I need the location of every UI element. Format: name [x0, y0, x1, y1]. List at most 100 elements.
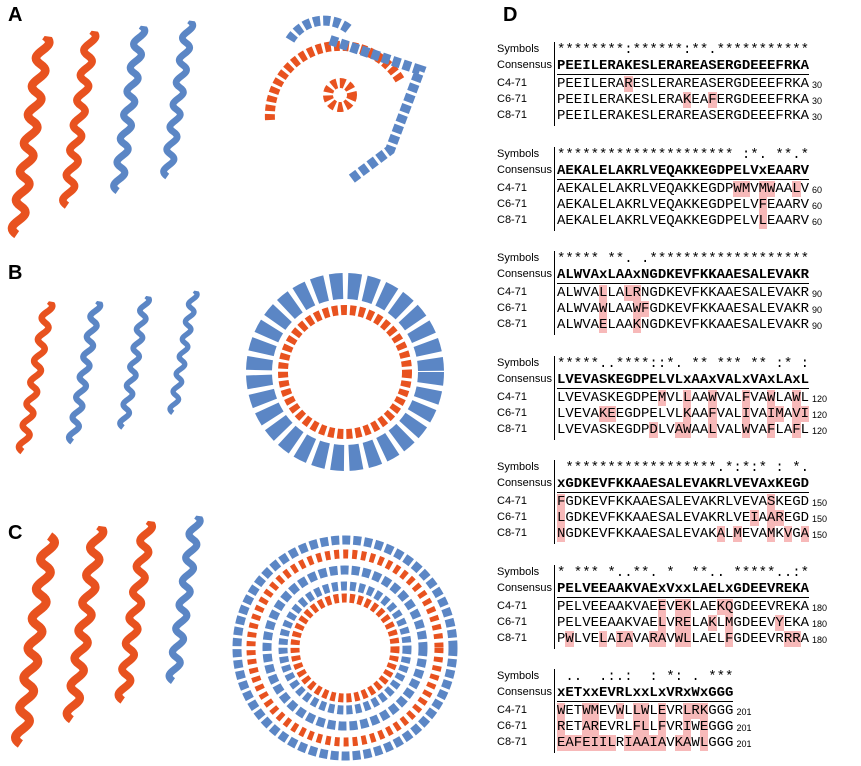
row-label: Symbols: [497, 566, 557, 578]
position-number: 120: [812, 394, 827, 404]
sequence: PELVEEAAKVAELVRELAKLMGDEEVYEKA: [557, 615, 809, 631]
row-label: C6-71: [497, 198, 557, 210]
row-label: C6-71: [497, 302, 557, 314]
row-label: Symbols: [497, 43, 557, 55]
position-number: 90: [812, 321, 822, 331]
position-number: 90: [812, 305, 822, 315]
sequence-row: PWLVELAIAVARAVWLLAELFGDEEVRRRA: [557, 631, 809, 647]
symbols: * *** *..**. * **.. *****..:*: [557, 565, 809, 581]
sequence: LVEVASKEGDPEMVLLAAWVALFVAWLAWL: [557, 390, 809, 406]
sequence: LVEVASKEGDPDLVAWAALVALWVAFLAFL: [557, 422, 809, 438]
position-number: 150: [812, 498, 827, 508]
position-number: 30: [812, 112, 822, 122]
row-label: C6-71: [497, 407, 557, 419]
position-number: 201: [736, 739, 751, 749]
row-label: C4-71: [497, 391, 557, 403]
position-number: 60: [812, 185, 822, 195]
row-label: C6-71: [497, 616, 557, 628]
sequence: WETWMEVWLLWLEVRLRKGGG: [557, 703, 733, 719]
position-number: 201: [736, 723, 751, 733]
panel-label: D: [503, 4, 517, 27]
structures: [0, 0, 490, 766]
sequence-row: NGDKEVFKKAAESALEVAKALMEVAMKVGA: [557, 526, 809, 542]
position-number: 90: [812, 289, 822, 299]
row-label: C6-71: [497, 511, 557, 523]
position-number: 120: [812, 426, 827, 436]
sequence-row: PELVEEAAKVAELVRELAKLMGDEEVYEKA: [557, 615, 809, 631]
row-label: C4-71: [497, 704, 557, 716]
panel-b-side: [18, 290, 197, 452]
row-label: Consensus: [497, 373, 557, 385]
sequence-row: RETAREVRLFLLFVRIWEGGG: [557, 719, 733, 735]
separator: [554, 147, 555, 231]
sequence: PELVEEAAKVAEEVEKLAEKQGDEEVREKA: [557, 599, 809, 615]
row-label: Symbols: [497, 357, 557, 369]
consensus: xETxxEVRLxxLxVRxWxGGG: [557, 685, 733, 702]
panel-b-top: [259, 286, 431, 458]
sequence-row: FGDKEVFKKAAESALEVAKRLVEVASKEGD: [557, 494, 809, 510]
position-number: 60: [812, 201, 822, 211]
consensus: LVEVASKEGDPELVLxAAxVALxVAxLAxL: [557, 372, 809, 389]
symbols: ***** **. .*******************: [557, 251, 809, 267]
symbols: ********:******:**.***********: [557, 42, 809, 58]
row-label: C4-71: [497, 182, 557, 194]
row-label: Consensus: [497, 164, 557, 176]
sequence-row: LVEVAKEEGDPELVLKAAFVALIVAIMAVI: [557, 406, 809, 422]
sequence: LVEVAKEEGDPELVLKAAFVALIVAIMAVI: [557, 406, 809, 422]
position-number: 201: [736, 707, 751, 717]
consensus: PEEILERAKESLERAREASERGDEEEFRKA: [557, 58, 809, 75]
sequence-row: LVEVASKEGDPDLVAWAALVALWVAFLAFL: [557, 422, 809, 438]
row-label: Consensus: [497, 59, 557, 71]
separator: [554, 251, 555, 335]
row-label: C8-71: [497, 109, 557, 121]
row-label: C8-71: [497, 527, 557, 539]
row-label: Consensus: [497, 477, 557, 489]
symbols: ******************.*:*:* : *.: [557, 460, 809, 476]
sequence: EAFEIILRIAAIAVKAWLGGG: [557, 735, 733, 751]
separator: [554, 460, 555, 544]
symbols: *****..****::*. ** *** ** :* :: [557, 356, 809, 372]
position-number: 60: [812, 217, 822, 227]
sequence: AEKALELAKRLVEQAKKEGDPWMVMWAALV: [557, 181, 809, 197]
sequence-row: AEKALELAKRLVEQAKKEGDPELVLEAARV: [557, 213, 809, 229]
row-label: C8-71: [497, 318, 557, 330]
row-label: C8-71: [497, 423, 557, 435]
consensus: xGDKEVFKKAAESALEVAKRLVEVAxKEGD: [557, 476, 809, 493]
panel-label: C: [8, 522, 22, 545]
consensus: ALWVAxLAAxNGDKEVFKKAAESALEVAKR: [557, 267, 809, 284]
position-number: 150: [812, 514, 827, 524]
symbols: .. .:.: : *: . ***: [557, 669, 733, 685]
row-label: Symbols: [497, 670, 557, 682]
row-label: C8-71: [497, 736, 557, 748]
sequence: PEEILERARESLERAREASERGDEEEFRKA: [557, 76, 809, 92]
sequence: AEKALELAKRLVEQAKKEGDPELVFEAARV: [557, 197, 809, 213]
row-label: C6-71: [497, 93, 557, 105]
position-number: 30: [812, 80, 822, 90]
sequence-row: LVEVASKEGDPEMVLLAAWVALFVAWLAWL: [557, 390, 809, 406]
row-label: C4-71: [497, 600, 557, 612]
row-label: C4-71: [497, 77, 557, 89]
sequence: PEEILERAKESLERAKEAFERGDEEEFRKA: [557, 92, 809, 108]
panel-label: A: [8, 4, 22, 27]
position-number: 30: [812, 96, 822, 106]
sequence: AEKALELAKRLVEQAKKEGDPELVLEAARV: [557, 213, 809, 229]
position-number: 180: [812, 635, 827, 645]
sequence-row: PELVEEAAKVAEEVEKLAEKQGDEEVREKA: [557, 599, 809, 615]
sequence-row: PEEILERAKESLERAREASERGDEEEFRKA: [557, 108, 809, 124]
sequence: PEEILERAKESLERAREASERGDEEEFRKA: [557, 108, 809, 124]
row-label: C8-71: [497, 214, 557, 226]
row-label: C6-71: [497, 720, 557, 732]
separator: [554, 669, 555, 753]
sequence: ALWVAELAAKNGDKEVFKKAAESALEVAKR: [557, 317, 809, 333]
sequence-row: AEKALELAKRLVEQAKKEGDPELVFEAARV: [557, 197, 809, 213]
sequence: PWLVELAIAVARAVWLLAELFGDEEVRRRA: [557, 631, 809, 647]
row-label: Consensus: [497, 686, 557, 698]
sequence: NGDKEVFKKAAESALEVAKALMEVAMKVGA: [557, 526, 809, 542]
separator: [554, 565, 555, 649]
position-number: 150: [812, 530, 827, 540]
row-label: Consensus: [497, 268, 557, 280]
row-label: Consensus: [497, 582, 557, 594]
panel-c-top: [237, 540, 453, 756]
sequence-row: EAFEIILRIAAIAVKAWLGGG: [557, 735, 733, 751]
sequence: ALWVALLALRNGDKEVFKKAAESALEVAKR: [557, 285, 809, 301]
